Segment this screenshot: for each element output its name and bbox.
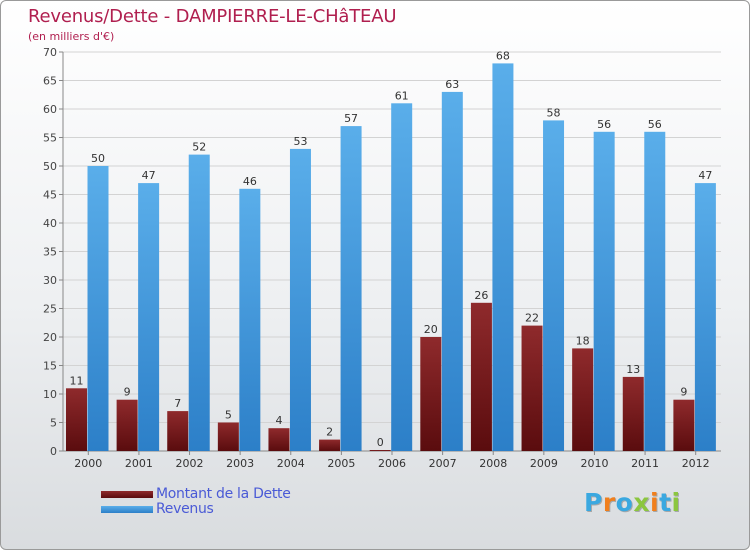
legend-swatch-revenus [101,506,153,513]
data-label-revenus: 61 [395,89,409,102]
legend-swatch-dette [101,491,153,498]
x-tick-label: 2007 [429,457,457,470]
y-tick-label: 35 [43,246,57,259]
x-tick-label: 2008 [479,457,507,470]
bar-dette [369,450,391,451]
bar-dette [673,399,695,451]
y-tick-label: 0 [50,445,57,458]
bar-revenus [239,188,261,452]
bar-dette [217,422,239,451]
bar-dette [66,388,87,451]
y-tick-label: 70 [43,46,57,59]
x-tick-label: 2003 [226,457,254,470]
data-label-dette: 2 [326,426,333,439]
x-tick-label: 2005 [327,457,355,470]
y-tick-label: 5 [50,417,57,430]
data-label-revenus: 58 [547,106,561,119]
data-label-dette: 0 [377,436,384,449]
data-label-dette: 13 [626,363,640,376]
y-tick-label: 15 [43,360,57,373]
x-tick-label: 2011 [631,457,659,470]
data-label-dette: 5 [225,409,232,422]
chart-subtitle: (en milliers d'€) [28,30,115,43]
bar-revenus [492,63,514,452]
y-tick-label: 65 [43,75,57,88]
bar-revenus [694,183,716,451]
y-tick-label: 55 [43,132,57,145]
x-tick-label: 2012 [682,457,710,470]
x-tick-label: 2000 [74,457,102,470]
x-tick-label: 2002 [176,457,204,470]
data-label-dette: 26 [474,289,488,302]
bar-revenus [441,91,463,452]
y-tick-label: 10 [43,388,57,401]
data-label-revenus: 68 [496,49,510,62]
y-tick-label: 25 [43,303,57,316]
data-label-revenus: 56 [597,118,611,131]
bar-revenus [593,131,615,452]
data-label-dette: 9 [124,386,131,399]
data-label-dette: 9 [680,386,687,399]
data-label-dette: 7 [174,397,181,410]
legend-label-dette: Montant de la Dette [156,486,291,502]
y-tick-label: 30 [43,274,57,287]
bar-revenus [188,154,210,451]
bar-revenus [391,103,413,452]
bar-revenus [289,148,311,451]
y-tick-label: 45 [43,189,57,202]
y-tick-label: 20 [43,331,57,344]
data-label-dette: 11 [70,374,84,387]
bar-dette [116,399,138,451]
x-tick-label: 2009 [530,457,558,470]
data-label-dette: 18 [576,334,590,347]
y-tick-label: 40 [43,217,57,230]
data-label-revenus: 50 [91,152,105,165]
x-tick-label: 2001 [125,457,153,470]
bar-revenus [340,126,362,451]
bar-revenus [644,131,666,452]
bar-dette [470,302,492,451]
data-label-dette: 22 [525,312,539,325]
data-label-revenus: 53 [293,135,307,148]
x-tick-label: 2006 [378,457,406,470]
data-label-dette: 20 [424,323,438,336]
legend-label-revenus: Revenus [156,501,214,517]
bar-dette [521,325,543,451]
data-label-revenus: 63 [445,78,459,91]
bar-dette [622,376,644,451]
data-label-revenus: 47 [698,169,712,182]
data-label-revenus: 57 [344,112,358,125]
bar-revenus [87,166,109,451]
y-tick-label: 60 [43,103,57,116]
bar-dette [319,439,341,451]
x-tick-label: 2010 [580,457,608,470]
bar-revenus [543,120,565,452]
bar-dette [572,348,594,451]
bar-dette [268,428,290,451]
bar-dette [167,411,189,451]
y-tick-label: 50 [43,160,57,173]
proxiti-logo: Proxiti [584,488,681,517]
data-label-revenus: 52 [192,141,206,154]
data-label-dette: 4 [275,414,282,427]
bar-revenus [138,183,160,451]
bar-dette [420,337,442,451]
x-tick-label: 2004 [277,457,305,470]
data-label-revenus: 47 [142,169,156,182]
data-label-revenus: 46 [243,175,257,188]
chart-title: Revenus/Dette - DAMPIERRE-LE-CHâTEAU [28,6,397,27]
data-label-revenus: 56 [648,118,662,131]
